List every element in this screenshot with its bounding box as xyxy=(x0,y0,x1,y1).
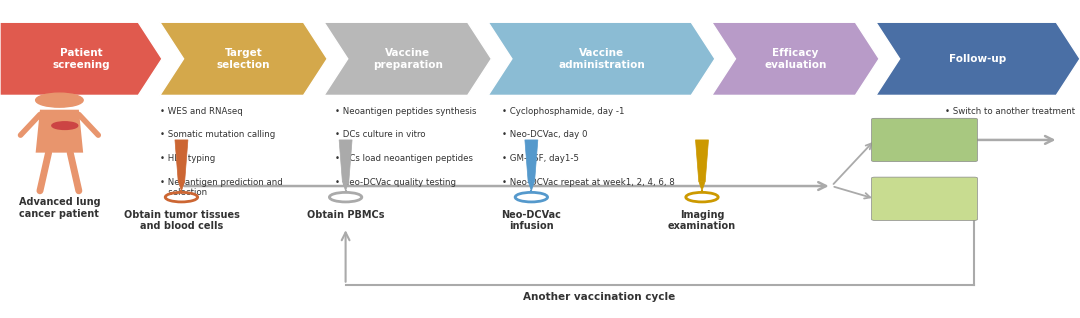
Polygon shape xyxy=(178,181,185,191)
Polygon shape xyxy=(488,22,715,95)
Polygon shape xyxy=(324,22,491,95)
Polygon shape xyxy=(339,140,352,181)
Polygon shape xyxy=(0,22,162,95)
Polygon shape xyxy=(175,140,188,181)
Text: • Neo-DCVac, day 0: • Neo-DCVac, day 0 xyxy=(502,130,588,139)
Polygon shape xyxy=(160,22,327,95)
Text: • WES and RNAseq: • WES and RNAseq xyxy=(160,107,243,115)
Text: • Switch to another treatment: • Switch to another treatment xyxy=(945,107,1075,115)
Text: Obtain PBMCs: Obtain PBMCs xyxy=(307,210,384,220)
Text: • DCs load neoantigen peptides: • DCs load neoantigen peptides xyxy=(335,154,473,163)
Text: • Neoantigen peptides synthesis: • Neoantigen peptides synthesis xyxy=(335,107,476,115)
Polygon shape xyxy=(342,181,349,191)
Polygon shape xyxy=(528,181,535,191)
FancyBboxPatch shape xyxy=(872,118,977,162)
Text: • Neo-DCVac quality testing: • Neo-DCVac quality testing xyxy=(335,178,456,187)
Text: • Somatic mutation calling: • Somatic mutation calling xyxy=(160,130,275,139)
Text: Neo-DCVac
infusion: Neo-DCVac infusion xyxy=(501,210,562,232)
Polygon shape xyxy=(699,181,705,191)
Text: Another vaccination cycle: Another vaccination cycle xyxy=(524,292,675,302)
Circle shape xyxy=(36,93,83,107)
Text: • DCs culture in vitro: • DCs culture in vitro xyxy=(335,130,426,139)
Polygon shape xyxy=(876,22,1080,95)
Text: Target
selection: Target selection xyxy=(217,48,270,70)
Text: • Neoantigen prediction and
   selection: • Neoantigen prediction and selection xyxy=(160,178,283,197)
Text: Patient
screening: Patient screening xyxy=(52,48,110,70)
Text: Vaccine
preparation: Vaccine preparation xyxy=(373,48,443,70)
Text: Obtain tumor tissues
and blood cells: Obtain tumor tissues and blood cells xyxy=(123,210,240,232)
Text: Follow-up: Follow-up xyxy=(949,54,1007,64)
Polygon shape xyxy=(696,140,708,181)
Text: • HLA typing: • HLA typing xyxy=(160,154,215,163)
FancyBboxPatch shape xyxy=(872,177,977,220)
Text: Efficacy
evaluation: Efficacy evaluation xyxy=(765,48,826,70)
Text: Imaging
examination: Imaging examination xyxy=(667,210,737,232)
Polygon shape xyxy=(712,22,879,95)
Text: • BSC: • BSC xyxy=(945,130,970,139)
Polygon shape xyxy=(36,110,83,153)
Polygon shape xyxy=(525,140,538,181)
Text: • GM-CSF, day1-5: • GM-CSF, day1-5 xyxy=(502,154,579,163)
Text: No disease
progression: No disease progression xyxy=(894,189,955,209)
Text: Vaccine
administration: Vaccine administration xyxy=(558,48,645,70)
Text: • Cyclophosphamide, day -1: • Cyclophosphamide, day -1 xyxy=(502,107,624,115)
Text: Advanced lung
cancer patient: Advanced lung cancer patient xyxy=(18,197,100,219)
Circle shape xyxy=(52,122,78,129)
Text: Disease
progression: Disease progression xyxy=(894,130,955,150)
Text: • Neo-DCVac repeat at week1, 2, 4, 6, 8: • Neo-DCVac repeat at week1, 2, 4, 6, 8 xyxy=(502,178,675,187)
